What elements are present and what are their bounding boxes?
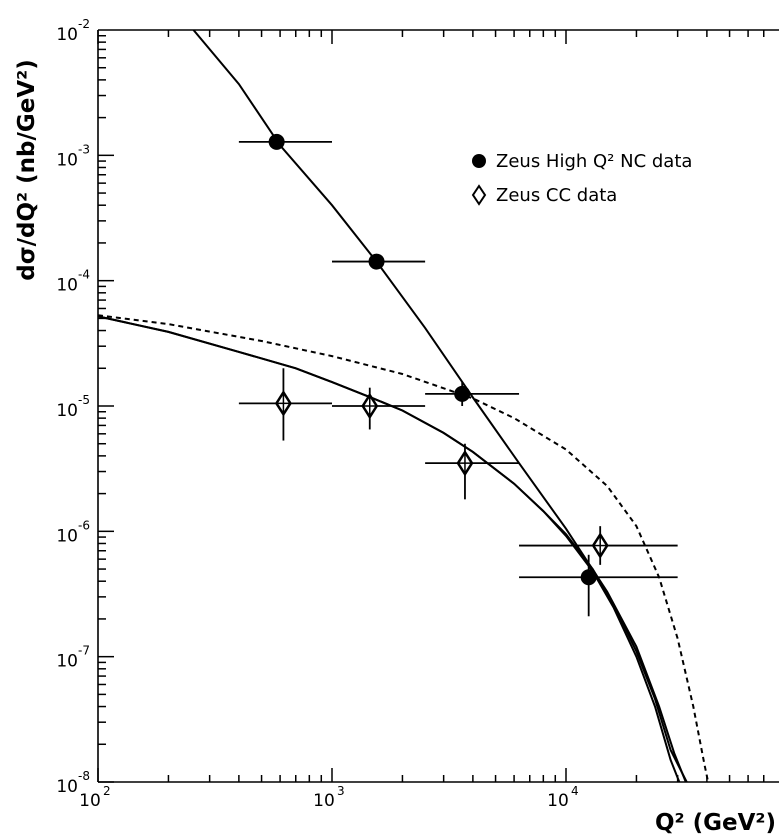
x-tick-label-exponent: 4 — [571, 784, 579, 798]
y-tick-label: 10 — [56, 401, 78, 421]
curve-solid-2 — [98, 315, 681, 782]
x-tick-label-exponent: 3 — [337, 784, 345, 798]
nc-data-point — [368, 253, 385, 270]
nc-data-point — [580, 569, 597, 586]
legend-label-cc: Zeus CC data — [496, 185, 617, 206]
x-axis-label: Q² (GeV²) — [655, 810, 776, 835]
legend-label-nc: Zeus High Q² NC data — [496, 151, 692, 172]
y-tick-label: 10 — [56, 526, 78, 546]
nc-data-point — [268, 133, 285, 150]
x-tick-label-exponent: 2 — [103, 784, 111, 798]
y-tick-label: 10 — [56, 276, 78, 296]
axis-ticks — [97, 30, 765, 783]
model-curves — [98, 30, 710, 782]
x-tick-label: 10 — [313, 791, 335, 811]
y-tick-label: 10 — [56, 25, 78, 45]
y-tick-label-exponent: -2 — [78, 17, 90, 31]
y-axis-label: dσ/dQ² (nb/GeV²) — [14, 59, 40, 281]
y-tick-label: 10 — [56, 777, 78, 797]
x-tick-label: 10 — [79, 791, 101, 811]
y-tick-label: 10 — [56, 150, 78, 170]
axis-tick-labels: 10 2 10 3 10 410-210-310-410-510-610-710-8 — [56, 17, 578, 811]
y-tick-label-exponent: -3 — [78, 142, 90, 156]
x-tick-label: 10 — [547, 791, 569, 811]
data-points — [238, 133, 678, 617]
y-tick-label-exponent: -8 — [78, 769, 90, 783]
y-tick-label: 10 — [56, 652, 78, 672]
y-tick-label-exponent: -4 — [78, 268, 90, 282]
y-tick-label-exponent: -5 — [78, 393, 90, 407]
y-tick-label-exponent: -7 — [78, 644, 90, 658]
legend-marker-cc — [471, 184, 487, 206]
nc-data-point — [454, 385, 471, 402]
legend: Zeus High Q² NC data Zeus CC data — [471, 151, 692, 206]
y-tick-label-exponent: -6 — [78, 518, 90, 532]
curve-solid-3 — [98, 315, 688, 782]
curve-solid-1 — [192, 30, 687, 782]
curve-dashed-4 — [98, 314, 710, 782]
plot-frame — [97, 29, 779, 783]
legend-marker-nc — [472, 154, 486, 168]
